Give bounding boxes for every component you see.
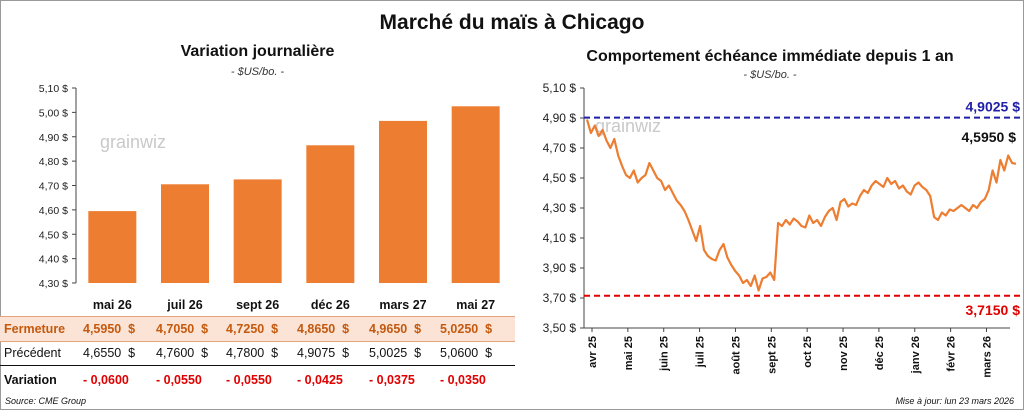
- bar: [161, 184, 209, 283]
- x-tick-label: juin 25: [659, 336, 671, 372]
- high-reference-label: 4,9025 $: [966, 99, 1021, 115]
- x-tick-label: avr 25: [587, 336, 599, 368]
- update-note: Mise à jour: lun 23 mars 2026: [895, 396, 1014, 406]
- source-note: Source: CME Group: [5, 396, 87, 406]
- left-panel-title: Variation journalière: [180, 43, 335, 60]
- previous-value: 4,7600 $: [156, 346, 209, 360]
- y-tick-label: 4,30 $: [543, 201, 577, 215]
- row-label-variation: Variation: [4, 373, 57, 387]
- watermark-text: grainwiz: [100, 132, 166, 152]
- previous-value: 5,0600 $: [440, 346, 493, 360]
- bar: [306, 145, 355, 283]
- x-tick-label: juil 26: [166, 298, 202, 312]
- right-panel-subtitle: - $US/bo. -: [743, 69, 797, 81]
- x-tick-label: sept 25: [766, 336, 778, 374]
- bar: [88, 211, 137, 283]
- close-value: 4,5950 $: [83, 322, 136, 336]
- price-line: [585, 119, 1017, 292]
- x-tick-label: janv 26: [910, 336, 922, 374]
- y-tick-label: 4,50 $: [39, 229, 68, 241]
- x-tick-label: mai 25: [623, 336, 635, 370]
- previous-value: 4,9075 $: [297, 346, 350, 360]
- bar: [233, 179, 282, 283]
- variation-value: - 0,0550: [226, 373, 272, 387]
- y-tick-label: 3,90 $: [543, 261, 577, 275]
- variation-value: - 0,0425: [297, 373, 343, 387]
- x-tick-label: déc 26: [311, 298, 350, 312]
- y-tick-label: 4,30 $: [39, 278, 68, 290]
- x-tick-label: déc 25: [874, 336, 886, 370]
- x-tick-label: juil 25: [695, 336, 707, 368]
- close-value: 4,7250 $: [226, 322, 279, 336]
- y-tick-label: 4,90 $: [543, 111, 577, 125]
- y-tick-label: 4,40 $: [39, 254, 68, 266]
- left-panel-subtitle: - $US/bo. -: [230, 66, 285, 78]
- bar: [379, 120, 427, 283]
- bar: [451, 106, 500, 283]
- variation-value: - 0,0600: [83, 373, 129, 387]
- watermark-text: grainwiz: [595, 116, 661, 136]
- close-value: 5,0250 $: [440, 322, 493, 336]
- variation-value: - 0,0350: [440, 373, 486, 387]
- right-panel-title: Comportement échéance immédiate depuis 1…: [586, 48, 954, 65]
- row-label-close: Fermeture: [4, 322, 66, 336]
- table-row-close: Fermeture 4,5950 $ 4,7050 $ 4,7250 $ 4,8…: [0, 316, 515, 342]
- y-tick-label: 5,10 $: [39, 83, 68, 95]
- row-label-previous: Précédent: [4, 346, 61, 360]
- y-tick-label: 4,50 $: [543, 171, 577, 185]
- y-tick-label: 4,70 $: [543, 141, 577, 155]
- variation-value: - 0,0550: [156, 373, 202, 387]
- y-tick-label: 4,80 $: [39, 156, 68, 168]
- x-tick-label: sept 26: [236, 298, 279, 312]
- x-tick-label: mai 26: [93, 298, 132, 312]
- front-month-line-chart: grainwiz 3,50 $ 3,70 $ 3,90 $ 4,10 $ 4,30 $ 4,…: [543, 81, 1021, 378]
- y-tick-label: 3,70 $: [543, 291, 577, 305]
- y-tick-label: 4,90 $: [39, 132, 68, 144]
- table-row-variation: Variation - 0,0600 - 0,0550 - 0,0550 - 0…: [0, 368, 515, 392]
- previous-value: 4,7800 $: [226, 346, 279, 360]
- y-tick-label: 5,10 $: [543, 81, 577, 95]
- main-title: Marché du maïs à Chicago: [379, 11, 645, 34]
- previous-value: 5,0025 $: [369, 346, 422, 360]
- close-value: 4,9650 $: [369, 322, 422, 336]
- last-value-label: 4,5950 $: [962, 129, 1017, 145]
- y-tick-label: 3,50 $: [543, 321, 577, 335]
- y-tick-label: 4,60 $: [39, 205, 68, 217]
- close-value: 4,7050 $: [156, 322, 209, 336]
- x-tick-label: août 25: [730, 336, 742, 375]
- daily-variation-bar-chart: grainwiz 4,30 $ 4,40 $ 4,50 $ 4,60 $ 4,70 $ 4,…: [39, 83, 500, 312]
- x-tick-label: mai 27: [456, 298, 495, 312]
- low-reference-label: 3,7150 $: [966, 302, 1021, 318]
- previous-value: 4,6550 $: [83, 346, 136, 360]
- x-tick-label: oct 25: [802, 336, 814, 368]
- y-tick-label: 4,10 $: [543, 231, 577, 245]
- x-tick-label: févr 26: [946, 336, 958, 371]
- y-tick-label: 5,00 $: [39, 107, 68, 119]
- table-row-previous: Précédent 4,6550 $ 4,7600 $ 4,7800 $ 4,9…: [0, 341, 515, 366]
- y-tick-label: 4,70 $: [39, 181, 68, 193]
- x-tick-label: mars 27: [379, 298, 426, 312]
- x-tick-label: nov 25: [838, 336, 850, 371]
- close-value: 4,8650 $: [297, 322, 350, 336]
- variation-value: - 0,0375: [369, 373, 415, 387]
- x-tick-label: mars 26: [981, 336, 993, 378]
